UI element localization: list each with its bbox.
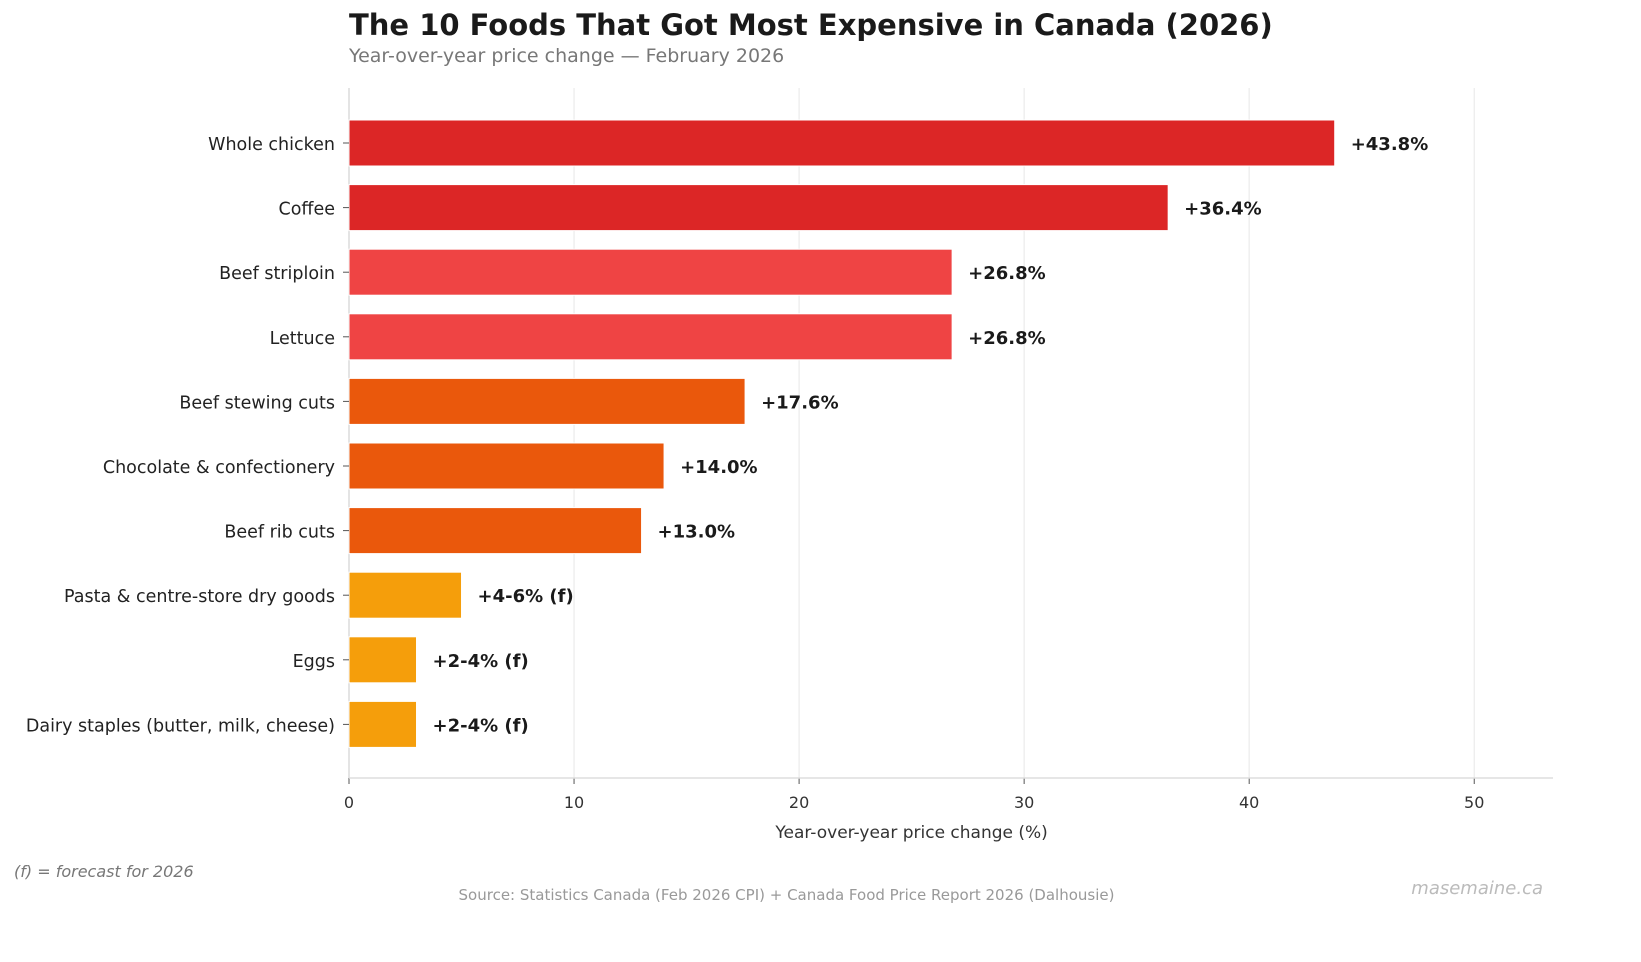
bar (348, 377, 746, 425)
bar (348, 571, 463, 619)
x-tick-label: 40 (1239, 793, 1259, 812)
data-label: +43.8% (1351, 134, 1429, 155)
bar (348, 507, 643, 555)
chart-title: The 10 Foods That Got Most Expensive in … (349, 8, 1273, 42)
category-label: Beef stewing cuts (179, 393, 335, 413)
x-tick-label: 20 (789, 793, 809, 812)
data-label: +14.0% (680, 457, 758, 478)
category-label: Eggs (293, 652, 335, 672)
category-label: Lettuce (270, 329, 335, 349)
x-tick-label: 30 (1014, 793, 1034, 812)
category-label: Pasta & centre-store dry goods (64, 587, 335, 607)
data-label: +26.8% (968, 328, 1046, 349)
category-label: Chocolate & confectionery (103, 458, 335, 478)
data-label: +2-4% (f) (433, 715, 529, 736)
category-label: Dairy staples (butter, milk, cheese) (26, 716, 335, 736)
bar (348, 313, 953, 361)
watermark: masemaine.ca (1411, 878, 1543, 899)
forecast-note: (f) = forecast for 2026 (14, 862, 194, 881)
bar (348, 636, 418, 684)
x-tick-label: 10 (564, 793, 584, 812)
data-label: +2-4% (f) (433, 651, 529, 672)
data-label: +13.0% (658, 522, 736, 543)
chart-subtitle: Year-over-year price change — February 2… (349, 45, 785, 67)
data-label: +17.6% (761, 392, 839, 413)
x-tick-label: 50 (1464, 793, 1484, 812)
category-label: Whole chicken (208, 135, 335, 155)
category-label: Coffee (278, 200, 335, 220)
data-label: +26.8% (968, 263, 1046, 284)
bar (348, 119, 1336, 167)
category-label: Beef rib cuts (224, 523, 335, 543)
data-label: +4-6% (f) (478, 586, 574, 607)
x-axis-label: Year-over-year price change (%) (774, 823, 1047, 843)
source-text: Source: Statistics Canada (Feb 2026 CPI)… (458, 886, 1115, 904)
x-tick-label: 0 (344, 793, 354, 812)
bar (348, 184, 1169, 232)
bar (348, 700, 418, 748)
bar (348, 442, 665, 490)
data-label: +36.4% (1184, 199, 1262, 220)
bar (348, 248, 953, 296)
category-label: Beef striploin (219, 264, 335, 284)
